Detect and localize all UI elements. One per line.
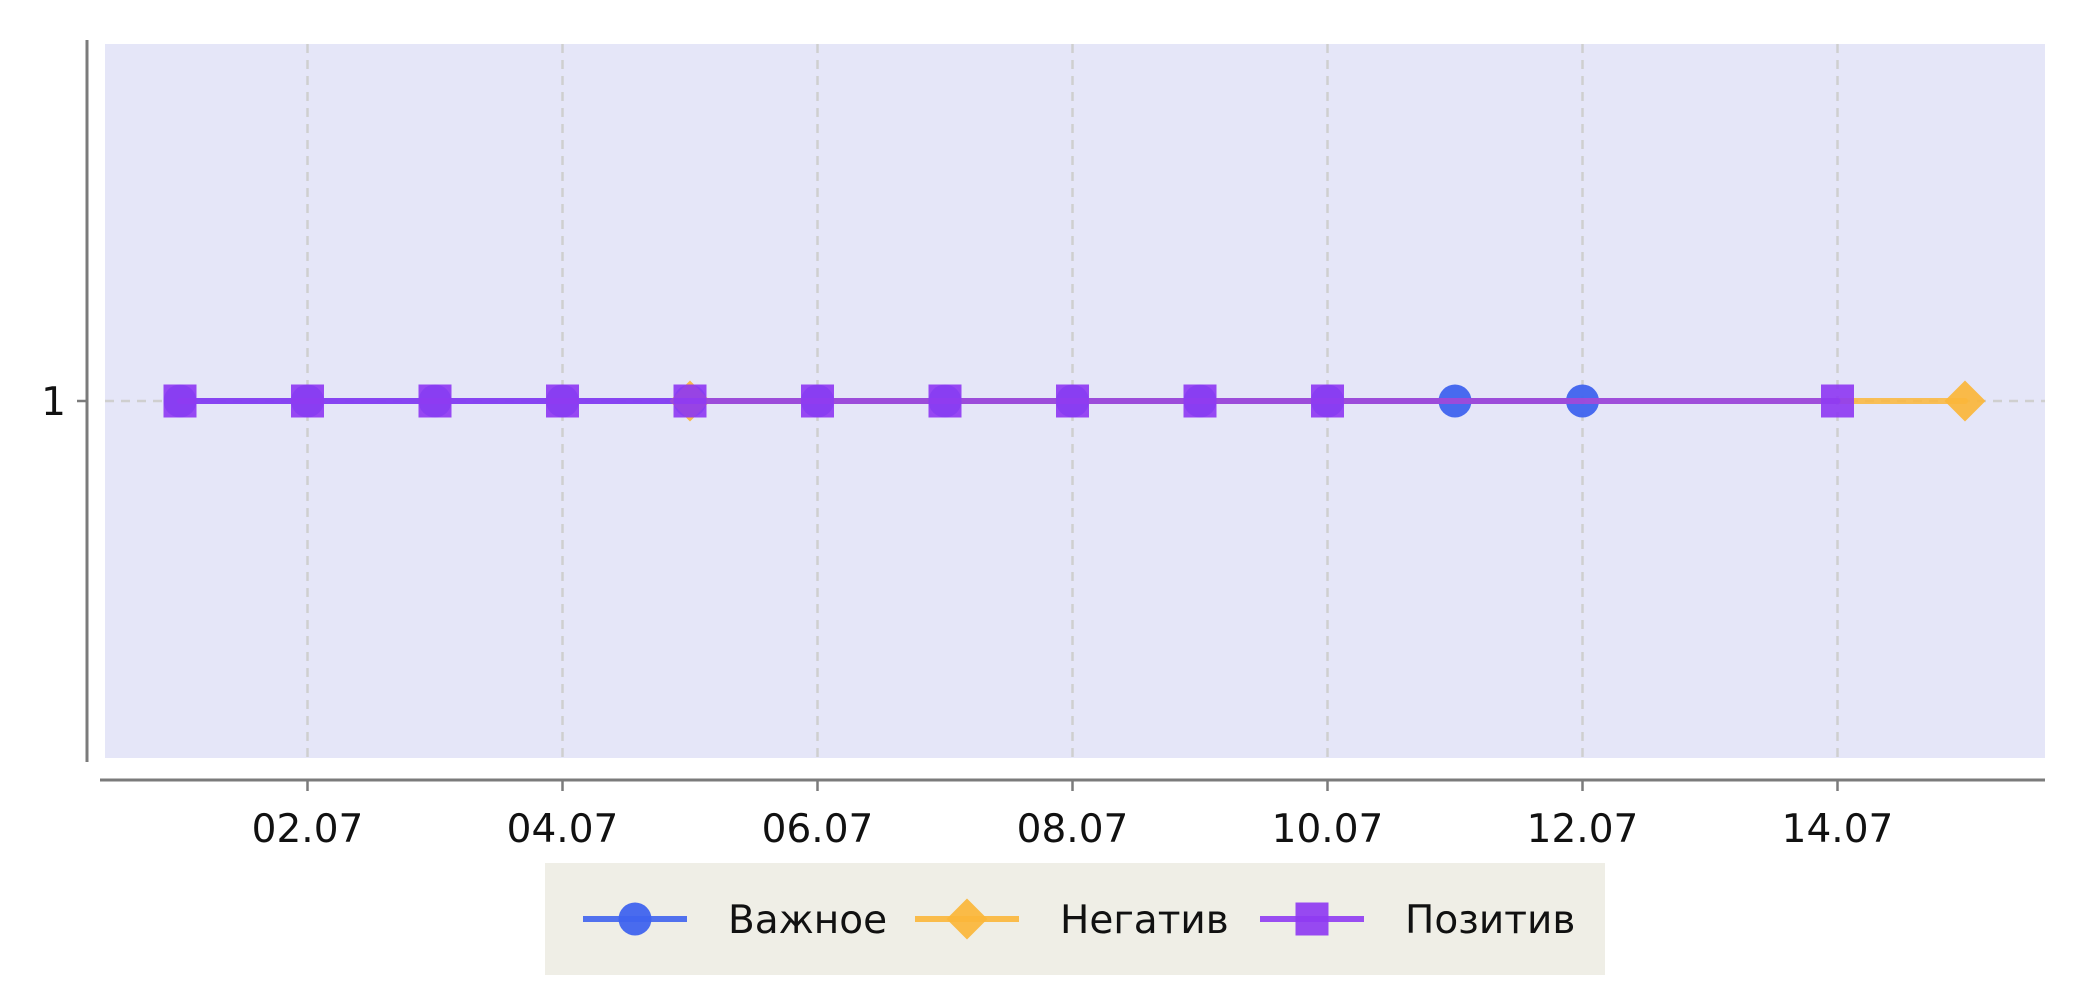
data-point xyxy=(1056,384,1089,418)
data-point xyxy=(291,384,324,418)
x-ticks: 02.07 04.07 06.07 08.07 10.07 12.07 14.07 xyxy=(252,780,1894,852)
data-point xyxy=(801,384,834,418)
series-group xyxy=(163,384,1854,418)
data-point xyxy=(1183,384,1217,418)
x-tick-label: 04.07 xyxy=(507,807,619,852)
data-point xyxy=(418,384,452,418)
legend-item: Важное xyxy=(583,898,887,943)
x-tick-label: 10.07 xyxy=(1272,807,1384,852)
legend-background xyxy=(545,863,1605,975)
data-point xyxy=(163,384,197,418)
legend-label: Важное xyxy=(728,898,887,943)
x-tick-label: 12.07 xyxy=(1527,807,1639,852)
legend-swatch-marker xyxy=(1295,902,1329,936)
legend: Важное Негатив Позитив xyxy=(545,863,1605,975)
legend-item: Позитив xyxy=(1260,898,1575,943)
data-point xyxy=(1311,384,1344,418)
x-tick-label: 08.07 xyxy=(1017,807,1129,852)
legend-item: Негатив xyxy=(915,898,1229,943)
y-ticks: 1 xyxy=(41,380,87,425)
x-tick-label: 06.07 xyxy=(762,807,874,852)
series xyxy=(163,380,1986,422)
data-point xyxy=(1944,380,1986,422)
data-point xyxy=(673,384,707,418)
data-point xyxy=(546,384,579,418)
data-point xyxy=(1821,384,1854,418)
legend-swatch-marker xyxy=(946,898,988,940)
legend-label: Негатив xyxy=(1060,898,1229,943)
y-tick-label: 1 xyxy=(41,380,66,425)
legend-label: Позитив xyxy=(1405,898,1575,943)
x-tick-label: 02.07 xyxy=(252,807,364,852)
x-tick-label: 14.07 xyxy=(1782,807,1894,852)
data-point xyxy=(928,384,962,418)
legend-swatch-marker xyxy=(618,902,652,936)
